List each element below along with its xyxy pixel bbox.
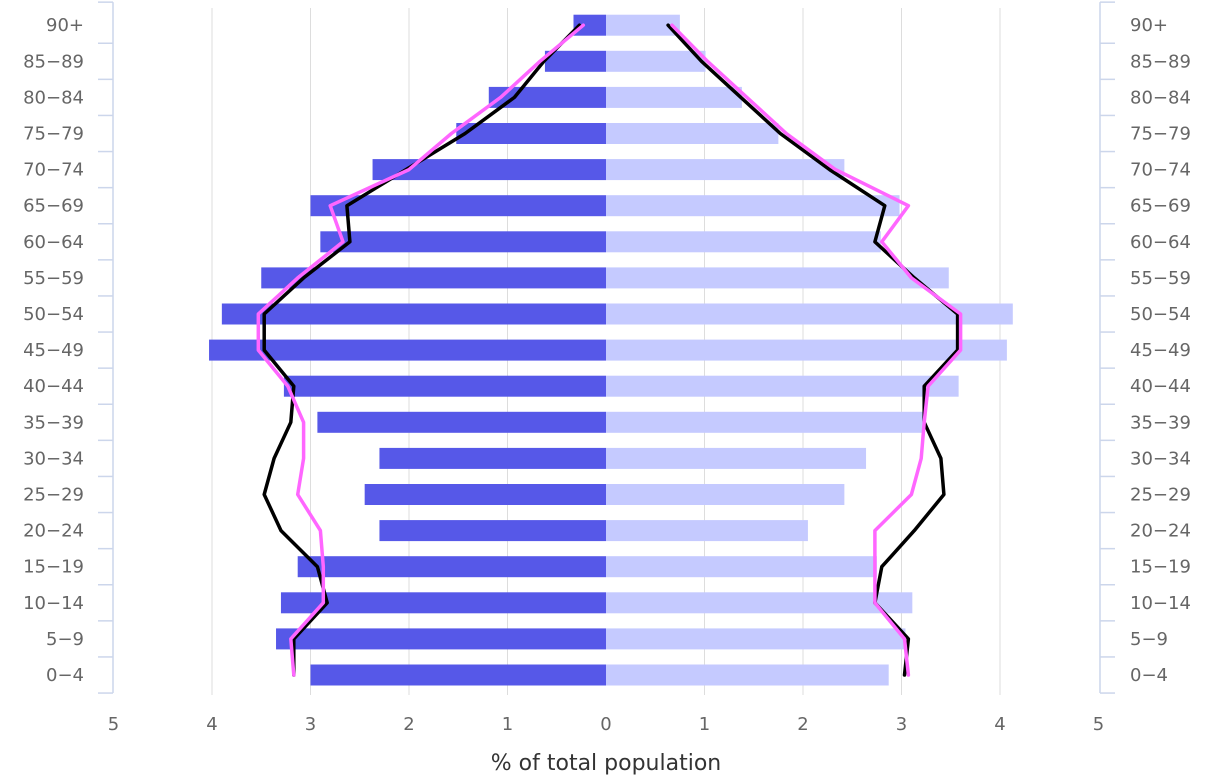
y-tick-label-left: 10−14 [23, 593, 84, 614]
y-tick-label-right: 55−59 [1130, 268, 1191, 289]
x-tick-label: 1 [502, 714, 513, 735]
y-tick-label-right: 10−14 [1130, 593, 1191, 614]
y-tick-label-right: 50−54 [1130, 304, 1191, 325]
bar-right-30-34 [606, 447, 867, 469]
bar-left-40-44 [283, 375, 606, 397]
y-tick-label-left: 20−24 [23, 521, 84, 542]
y-tick-label-left: 90+ [46, 15, 84, 36]
bar-right-80-84 [606, 86, 742, 108]
x-tick-label: 4 [206, 714, 217, 735]
y-tick-label-right: 15−19 [1130, 557, 1191, 578]
bar-right-40-44 [606, 375, 959, 397]
bar-right-45-49 [606, 339, 1007, 361]
bar-left-55-59 [261, 267, 606, 289]
y-tick-label-right: 75−79 [1130, 124, 1191, 145]
y-tick-label-right: 35−39 [1130, 412, 1191, 433]
bar-right-25-29 [606, 484, 845, 505]
bar-left-65-69 [310, 195, 606, 217]
y-tick-labels-left: 0−4 5−9 10−14 15−19 20−24 25−29 30−34 35−39 40−4… [23, 15, 84, 686]
y-tick-label-left: 40−44 [23, 376, 84, 397]
bar-left-60-64 [320, 231, 606, 253]
x-tick-labels: 5 4 3 2 1 0 1 2 3 4 5 [108, 714, 1104, 735]
y-tick-label-left: 65−69 [23, 196, 84, 217]
bar-right-75-79 [606, 123, 779, 144]
overlay-line-left-2 [256, 23, 586, 677]
y-tick-label-right: 5−9 [1130, 629, 1168, 650]
y-tick-label-left: 80−84 [23, 87, 84, 108]
x-tick-label: 5 [108, 714, 119, 735]
bar-left-90+ [573, 14, 606, 36]
y-tick-label-left: 55−59 [23, 268, 84, 289]
y-tick-label-left: 70−74 [23, 160, 84, 181]
overlay-line-right-4 [670, 23, 963, 677]
y-tick-label-right: 25−29 [1130, 485, 1191, 506]
bar-left-30-34 [379, 447, 606, 469]
x-tick-label: 2 [403, 714, 414, 735]
bar-right-35-39 [606, 411, 924, 433]
bar-right-0-4 [606, 664, 889, 686]
bar-left-20-24 [379, 520, 606, 542]
bar-right-60-64 [606, 231, 881, 253]
y-tick-label-left: 0−4 [46, 665, 84, 686]
y-tick-label-right: 65−69 [1130, 196, 1191, 217]
y-tick-label-right: 20−24 [1130, 521, 1191, 542]
bar-left-0-4 [310, 664, 606, 686]
y-tick-label-left: 45−49 [23, 340, 84, 361]
bar-right-55-59 [606, 267, 949, 289]
bar-right-50-54 [606, 303, 1013, 325]
x-tick-label: 5 [1093, 714, 1104, 735]
x-tick-label: 3 [896, 714, 907, 735]
y-tick-label-left: 5−9 [46, 629, 84, 650]
y-tick-label-right: 85−89 [1130, 51, 1191, 72]
y-tick-label-right: 70−74 [1130, 160, 1191, 181]
y-tick-label-right: 80−84 [1130, 87, 1191, 108]
y-tick-label-right: 0−4 [1130, 665, 1168, 686]
y-tick-label-right: 30−34 [1130, 448, 1191, 469]
x-tick-label: 1 [699, 714, 710, 735]
overlay-lines [256, 23, 963, 677]
bar-right-15-19 [606, 556, 877, 578]
x-axis-title: % of total population [491, 751, 721, 776]
bar-right-65-69 [606, 195, 900, 217]
y-tick-label-left: 60−64 [23, 232, 84, 253]
y-tick-label-left: 15−19 [23, 557, 84, 578]
y-tick-label-right: 40−44 [1130, 376, 1191, 397]
bar-right-70-74 [606, 159, 845, 181]
bar-left-5-9 [276, 628, 606, 650]
x-tick-label: 0 [600, 714, 611, 735]
y-tick-labels-right: 0−4 5−9 10−14 15−19 20−24 25−29 30−34 35−39 40−4… [1130, 15, 1191, 686]
y-tick-label-right: 90+ [1130, 15, 1168, 36]
bar-left-70-74 [372, 159, 606, 181]
side-axes [98, 1, 1115, 694]
bars [209, 14, 1013, 686]
bar-left-15-19 [297, 556, 606, 578]
bar-left-45-49 [209, 339, 607, 361]
overlay-line-right-3 [666, 23, 960, 677]
x-tick-label: 2 [797, 714, 808, 735]
y-tick-label-right: 45−49 [1130, 340, 1191, 361]
bar-left-75-79 [456, 123, 606, 144]
bar-left-10-14 [280, 592, 606, 614]
bar-left-25-29 [364, 484, 606, 505]
bar-left-35-39 [317, 411, 606, 433]
bar-right-10-14 [606, 592, 913, 614]
y-tick-label-left: 75−79 [23, 124, 84, 145]
x-tick-label: 4 [994, 714, 1005, 735]
y-tick-label-left: 35−39 [23, 412, 84, 433]
bar-right-20-24 [606, 520, 808, 542]
y-tick-label-left: 30−34 [23, 448, 84, 469]
overlay-line-left-1 [262, 23, 582, 677]
bar-left-50-54 [221, 303, 606, 325]
y-tick-label-left: 85−89 [23, 51, 84, 72]
bar-right-90+ [606, 14, 680, 36]
y-tick-label-left: 25−29 [23, 485, 84, 506]
x-tick-label: 3 [305, 714, 316, 735]
bar-left-85-89 [544, 50, 606, 72]
bar-right-5-9 [606, 628, 906, 650]
y-tick-label-left: 50−54 [23, 304, 84, 325]
y-tick-label-right: 60−64 [1130, 232, 1191, 253]
bar-right-85-89 [606, 50, 706, 72]
